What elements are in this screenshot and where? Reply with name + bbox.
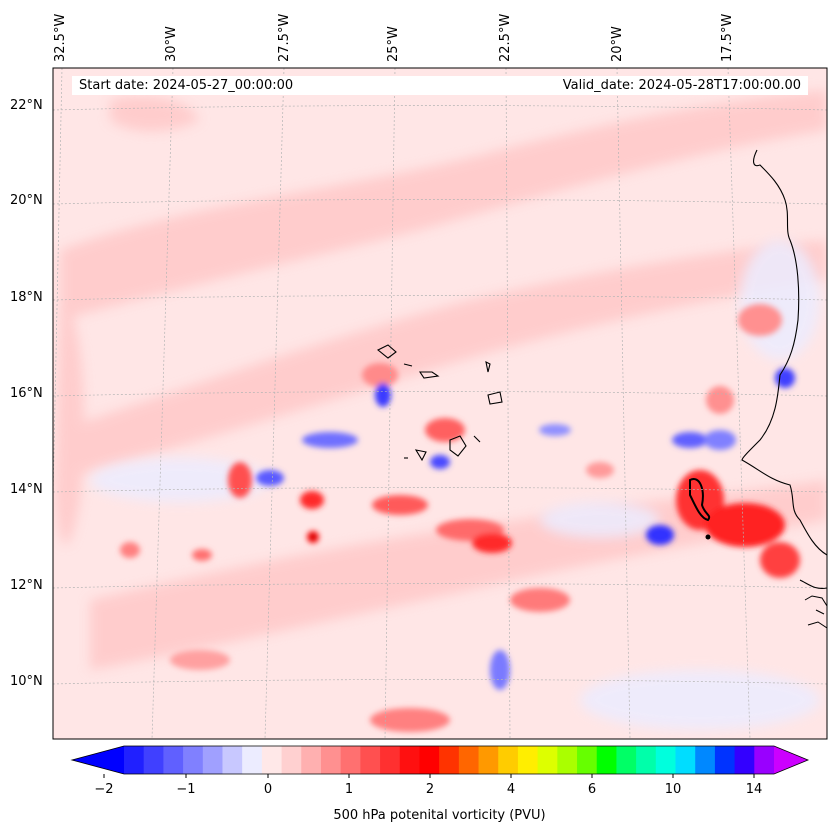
colorbar-tick-label: 4 bbox=[506, 782, 516, 797]
colorbar-segment bbox=[124, 746, 145, 774]
pv-max-dot bbox=[705, 534, 711, 540]
colorbar-segment bbox=[557, 746, 578, 774]
colorbar-tick-label: 0 bbox=[263, 782, 273, 797]
colorbar-tick-label: 6 bbox=[587, 782, 597, 797]
colorbar-segment bbox=[281, 746, 302, 774]
start-date-label: Start date: 2024-05-27_00:00:00 bbox=[72, 76, 479, 95]
colorbar-segment bbox=[439, 746, 460, 774]
colorbar-segment bbox=[458, 746, 480, 774]
colorbar-segment bbox=[754, 746, 775, 774]
colorbar-segment bbox=[419, 746, 440, 774]
colorbar-tick-label: 10 bbox=[664, 782, 682, 797]
africa-coastline bbox=[741, 149, 827, 556]
colorbar-segment bbox=[537, 746, 558, 774]
bijagos-islands bbox=[804, 595, 827, 629]
colorbar-segment bbox=[616, 746, 637, 774]
colorbar-tick-label: −2 bbox=[94, 782, 114, 797]
colorbar-segment bbox=[577, 746, 598, 774]
lat-label: 22°N bbox=[10, 98, 43, 113]
lon-label: 17.5°W bbox=[720, 13, 735, 62]
colorbar-segment bbox=[655, 746, 677, 774]
colorbar-tick-label: −1 bbox=[176, 782, 196, 797]
lat-label: 10°N bbox=[10, 674, 43, 689]
colorbar-segment bbox=[222, 746, 243, 774]
colorbar-segment bbox=[242, 746, 263, 774]
colorbar-segment bbox=[320, 746, 342, 774]
lon-label: 20°W bbox=[610, 26, 625, 62]
colorbar-segment bbox=[380, 746, 401, 774]
colorbar-tick-label: 2 bbox=[425, 782, 435, 797]
colorbar-segment bbox=[498, 746, 519, 774]
lon-label: 32.5°W bbox=[53, 13, 68, 62]
colorbar-segment bbox=[301, 746, 322, 774]
lat-label: 14°N bbox=[10, 482, 43, 497]
colorbar-segment bbox=[183, 746, 204, 774]
colorbar-segment bbox=[399, 746, 420, 774]
colorbar-segment bbox=[360, 746, 381, 774]
lat-label: 12°N bbox=[10, 578, 43, 593]
colorbar bbox=[70, 745, 810, 778]
lon-label: 30°W bbox=[164, 26, 179, 62]
valid-date-label: Valid_date: 2024-05-28T17:00:00.00 bbox=[472, 76, 808, 95]
colorbar-segment bbox=[261, 746, 283, 774]
lon-label: 22.5°W bbox=[498, 13, 513, 62]
colorbar-segment bbox=[163, 746, 184, 774]
pv-anomalies bbox=[120, 304, 800, 732]
lon-label: 27.5°W bbox=[277, 13, 292, 62]
map-gridlines bbox=[53, 68, 827, 739]
lat-label: 20°N bbox=[10, 193, 43, 208]
lon-label: 25°W bbox=[386, 26, 401, 62]
colorbar-segment bbox=[734, 746, 755, 774]
colorbar-tick-label: 1 bbox=[344, 782, 354, 797]
lat-label: 18°N bbox=[10, 290, 43, 305]
colorbar-extend-max bbox=[774, 746, 808, 774]
colorbar-segment bbox=[202, 746, 223, 774]
colorbar-segment bbox=[695, 746, 716, 774]
lat-label: 16°N bbox=[10, 386, 43, 401]
colorbar-segment bbox=[714, 746, 736, 774]
colorbar-segment bbox=[636, 746, 657, 774]
colorbar-segment bbox=[517, 746, 539, 774]
colorbar-label: 500 hPa potenital vorticity (PVU) bbox=[333, 808, 546, 823]
pv-max-contour bbox=[689, 478, 711, 522]
guinea-coast bbox=[799, 579, 827, 589]
map-frame bbox=[52, 67, 828, 740]
cape-verde-islands bbox=[376, 344, 503, 462]
colorbar-segment bbox=[143, 746, 164, 774]
colorbar-segment bbox=[478, 746, 499, 774]
colorbar-extend-min bbox=[72, 746, 124, 774]
colorbar-segment bbox=[596, 746, 617, 774]
colorbar-segment bbox=[340, 746, 361, 774]
colorbar-segment bbox=[675, 746, 696, 774]
colorbar-outline bbox=[70, 745, 810, 775]
colorbar-tick-label: 14 bbox=[745, 782, 763, 797]
